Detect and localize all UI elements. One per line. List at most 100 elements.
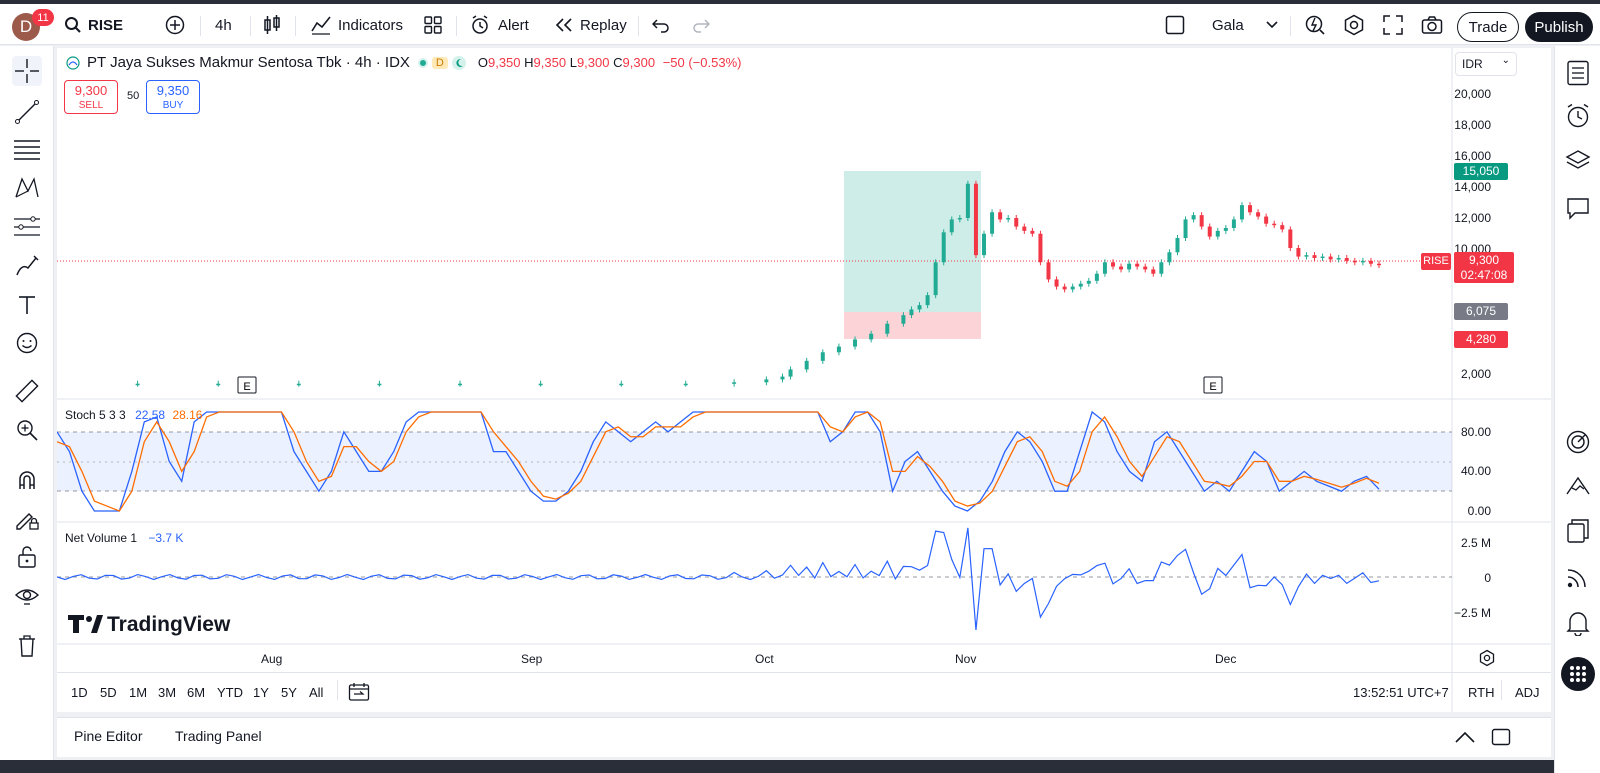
ideas-button[interactable]	[1563, 471, 1593, 501]
chart-type-button[interactable]	[262, 8, 282, 42]
layout-name-button[interactable]: Gala	[1212, 8, 1278, 42]
pattern-tool[interactable]	[12, 173, 42, 203]
compare-symbol-button[interactable]	[165, 8, 185, 42]
streams-button[interactable]	[1563, 562, 1593, 592]
broadcast-icon	[1567, 569, 1586, 588]
earnings-event-marker[interactable]: E	[237, 376, 257, 394]
candle-body	[1167, 252, 1172, 263]
lock-drawings-tool[interactable]	[12, 542, 42, 572]
candle-body	[1030, 230, 1035, 234]
range-1m[interactable]: 1M	[129, 685, 148, 700]
candle-body	[732, 382, 737, 384]
smiley-icon	[16, 332, 38, 354]
replay-label: Replay	[580, 16, 627, 34]
camera-icon	[1421, 16, 1443, 34]
range-1d[interactable]: 1D	[71, 685, 88, 700]
replay-button[interactable]: Replay	[554, 8, 627, 42]
candle-body	[1006, 218, 1011, 220]
range-5d[interactable]: 5D	[100, 685, 117, 700]
candle-body	[458, 383, 463, 386]
tab-pine-editor[interactable]: Pine Editor	[74, 728, 143, 744]
candle-body	[1352, 260, 1357, 263]
brush-tool[interactable]	[12, 251, 42, 281]
fib-tool[interactable]	[12, 135, 42, 165]
candle-body	[1248, 205, 1253, 213]
session-button[interactable]: RTH	[1468, 685, 1495, 700]
trade-button[interactable]: Trade	[1457, 12, 1519, 42]
buy-button[interactable]: 9,350 BUY	[146, 80, 200, 114]
candle-body	[1272, 223, 1277, 226]
adjust-button[interactable]: ADJ	[1515, 685, 1540, 700]
forecast-tool[interactable]	[12, 212, 42, 242]
maximize-panel-button[interactable]	[1491, 728, 1511, 751]
axis-settings-button[interactable]	[1478, 649, 1496, 672]
quick-search-button[interactable]	[1304, 8, 1326, 42]
snapshot-button[interactable]	[1421, 8, 1443, 42]
interval-button[interactable]: 4h	[215, 8, 232, 42]
layout-toggle-button[interactable]	[1165, 8, 1185, 42]
currency-select[interactable]: IDR ⌄	[1455, 52, 1517, 76]
range-1y[interactable]: 1Y	[253, 685, 269, 700]
measure-tool[interactable]	[12, 376, 42, 406]
indicators-button[interactable]: Indicators	[310, 8, 403, 42]
chart-pane[interactable]: E E TradingView PT Jaya Sukses Makmur Se…	[57, 48, 1551, 712]
top-toolbar: D 11 RISE 4h Indicators Alert Replay Gal…	[0, 0, 1600, 45]
watchlist-button[interactable]	[1563, 58, 1593, 88]
object-tree-button[interactable]	[1563, 146, 1593, 176]
remove-drawings-tool[interactable]	[12, 631, 42, 661]
long-position-profit-zone[interactable]	[844, 171, 981, 312]
candle-body	[1086, 280, 1091, 284]
alert-button[interactable]: Alert	[470, 8, 529, 42]
publish-button[interactable]: Publish	[1525, 12, 1593, 42]
candle-body	[1054, 279, 1059, 287]
range-6m[interactable]: 6M	[187, 685, 206, 700]
eye-icon	[14, 589, 40, 605]
candle-body	[949, 219, 954, 233]
undo-button[interactable]	[652, 8, 670, 42]
watermark-text: TradingView	[107, 613, 231, 636]
hotlists-button[interactable]	[1563, 427, 1593, 457]
hide-drawings-tool[interactable]	[12, 581, 42, 611]
products-button[interactable]	[1561, 657, 1595, 691]
tab-trading-panel[interactable]: Trading Panel	[175, 728, 262, 744]
chat-button[interactable]	[1563, 193, 1593, 223]
drawing-mode-tool[interactable]	[12, 504, 42, 534]
netvol-tick: 0	[1484, 571, 1491, 585]
range-ytd[interactable]: YTD	[217, 685, 243, 700]
fullscreen-button[interactable]	[1383, 8, 1403, 42]
symbol-search-button[interactable]: RISE	[64, 8, 123, 42]
apps-grid-icon	[1570, 666, 1586, 682]
calendar-button[interactable]	[1563, 516, 1593, 546]
templates-button[interactable]	[424, 8, 442, 42]
range-all[interactable]: All	[309, 685, 324, 700]
candle-body	[998, 212, 1003, 220]
candle-body	[1344, 258, 1349, 261]
bar-countdown: 02:47:08	[1460, 268, 1508, 282]
earnings-event-marker[interactable]: E	[1203, 376, 1223, 394]
magnet-tool[interactable]	[12, 465, 42, 495]
text-tool[interactable]	[12, 290, 42, 320]
long-position-loss-zone[interactable]	[844, 312, 981, 339]
fib-retracement-icon	[14, 140, 40, 160]
price-tick: 18,000	[1454, 118, 1491, 132]
collapse-panel-button[interactable]	[1455, 730, 1475, 748]
alerts-button[interactable]	[1563, 101, 1593, 131]
market-status-dot	[417, 57, 428, 68]
goto-date-button[interactable]	[348, 682, 370, 707]
candle-body	[1143, 266, 1148, 270]
zoom-tool[interactable]	[12, 415, 42, 445]
stoch-legend: Stoch 5 3 3 22.58 28.16	[65, 408, 203, 422]
chart-canvas[interactable]: E E TradingView	[57, 48, 1551, 712]
time-tick: Dec	[1215, 652, 1237, 666]
range-3m[interactable]: 3M	[158, 685, 177, 700]
crosshair-tool[interactable]	[12, 56, 42, 86]
sell-button[interactable]: 9,300 SELL	[64, 80, 118, 114]
range-5y[interactable]: 5Y	[281, 685, 297, 700]
trendline-tool[interactable]	[12, 97, 42, 127]
stoch-tick: 0.00	[1467, 504, 1491, 518]
settings-button[interactable]	[1343, 8, 1365, 42]
clock-timezone-button[interactable]: 13:52:51 UTC+7	[1353, 685, 1449, 700]
redo-button[interactable]	[692, 8, 710, 42]
notifications-button[interactable]	[1563, 608, 1593, 638]
emoji-tool[interactable]	[12, 328, 42, 358]
